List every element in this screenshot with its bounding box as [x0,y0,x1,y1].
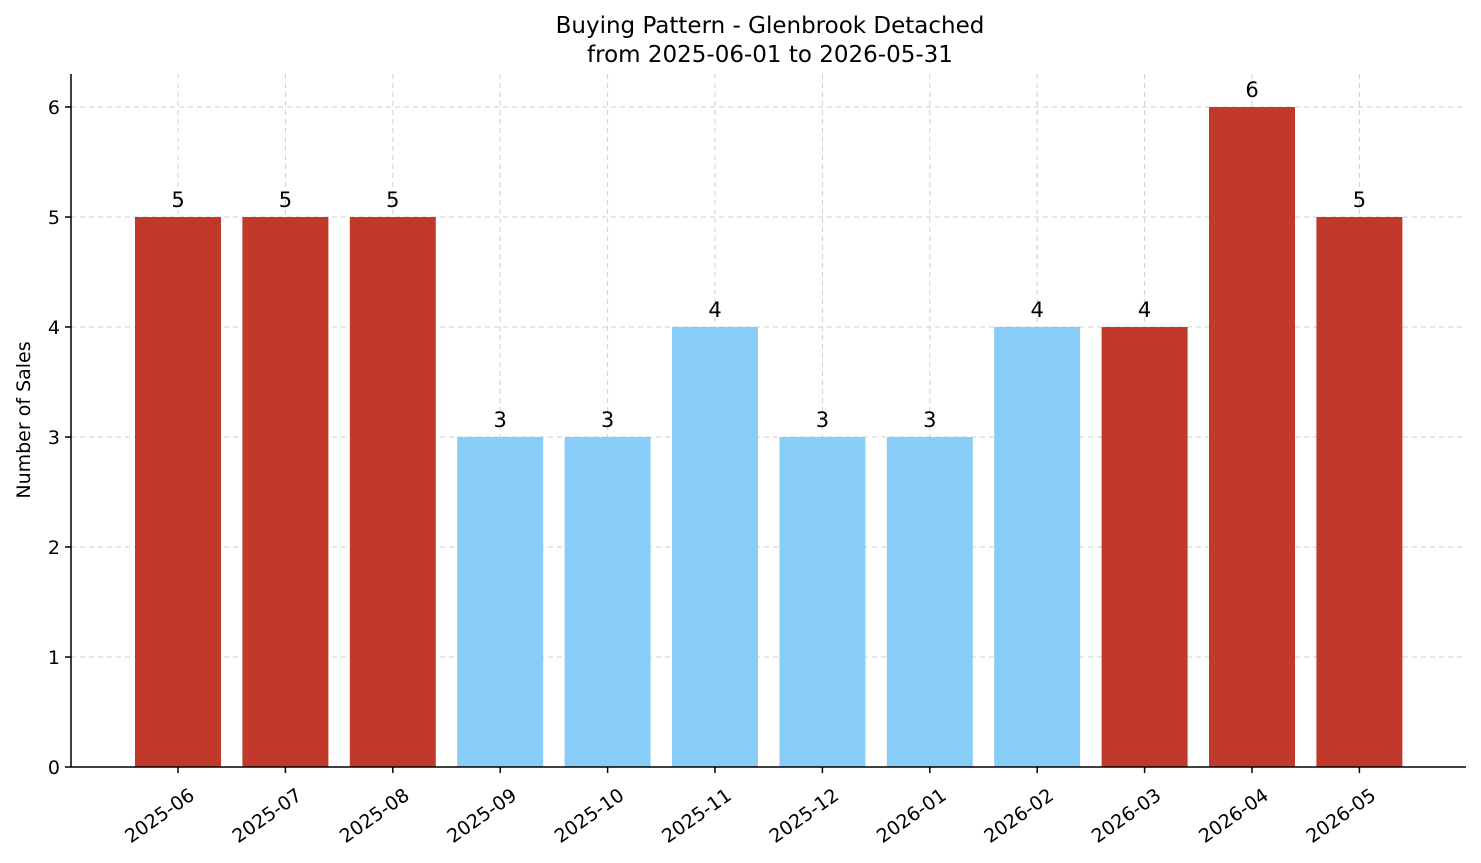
x-tick-label: 2025-06 [121,784,199,848]
y-tick-label: 3 [48,427,60,449]
y-tick-label: 6 [48,97,60,119]
x-tick-label: 2025-12 [765,784,843,848]
x-tick-label: 2025-10 [551,784,629,848]
bar [242,217,329,767]
y-tick-label: 0 [48,757,60,779]
chart-subtitle: from 2025-06-01 to 2026-05-31 [587,42,953,68]
bar [1316,217,1403,767]
data-label: 5 [1353,188,1366,212]
data-label: 6 [1245,78,1258,102]
y-axis-label: Number of Sales [13,341,35,498]
bar [1209,107,1295,767]
bar [1101,327,1188,767]
bar [135,217,221,767]
bar [886,437,973,767]
data-label: 5 [386,188,399,212]
y-tick-label: 1 [48,647,60,669]
data-label: 5 [279,188,292,212]
x-tick-label: 2026-03 [1088,784,1166,848]
y-tick-label: 2 [48,537,60,559]
chart-title: Buying Pattern - Glenbrook Detached [556,13,985,39]
data-label: 3 [816,408,829,432]
x-tick-label: 2026-02 [980,784,1058,848]
data-label: 4 [1138,298,1151,322]
y-tick-label: 5 [48,207,60,229]
x-tick-label: 2026-01 [873,784,951,848]
y-tick-label: 4 [48,317,60,339]
bars-layer [135,107,1403,767]
data-label: 3 [601,408,614,432]
bar [457,437,544,767]
bar [672,327,758,767]
data-label: 3 [923,408,936,432]
bar [349,217,436,767]
data-label: 3 [494,408,507,432]
data-label: 4 [708,298,721,322]
x-tick-label: 2025-07 [228,784,306,848]
bar [779,437,866,767]
data-label: 4 [1031,298,1044,322]
x-tick-label: 2026-05 [1302,784,1380,848]
axes-layer [65,74,1466,773]
bar [564,437,651,767]
x-tick-label: 2025-08 [336,784,414,848]
x-tick-label: 2025-11 [658,784,736,848]
x-tick-label: 2026-04 [1195,784,1273,848]
x-tick-label: 2025-09 [443,784,521,848]
bar [994,327,1081,767]
data-label: 5 [171,188,184,212]
